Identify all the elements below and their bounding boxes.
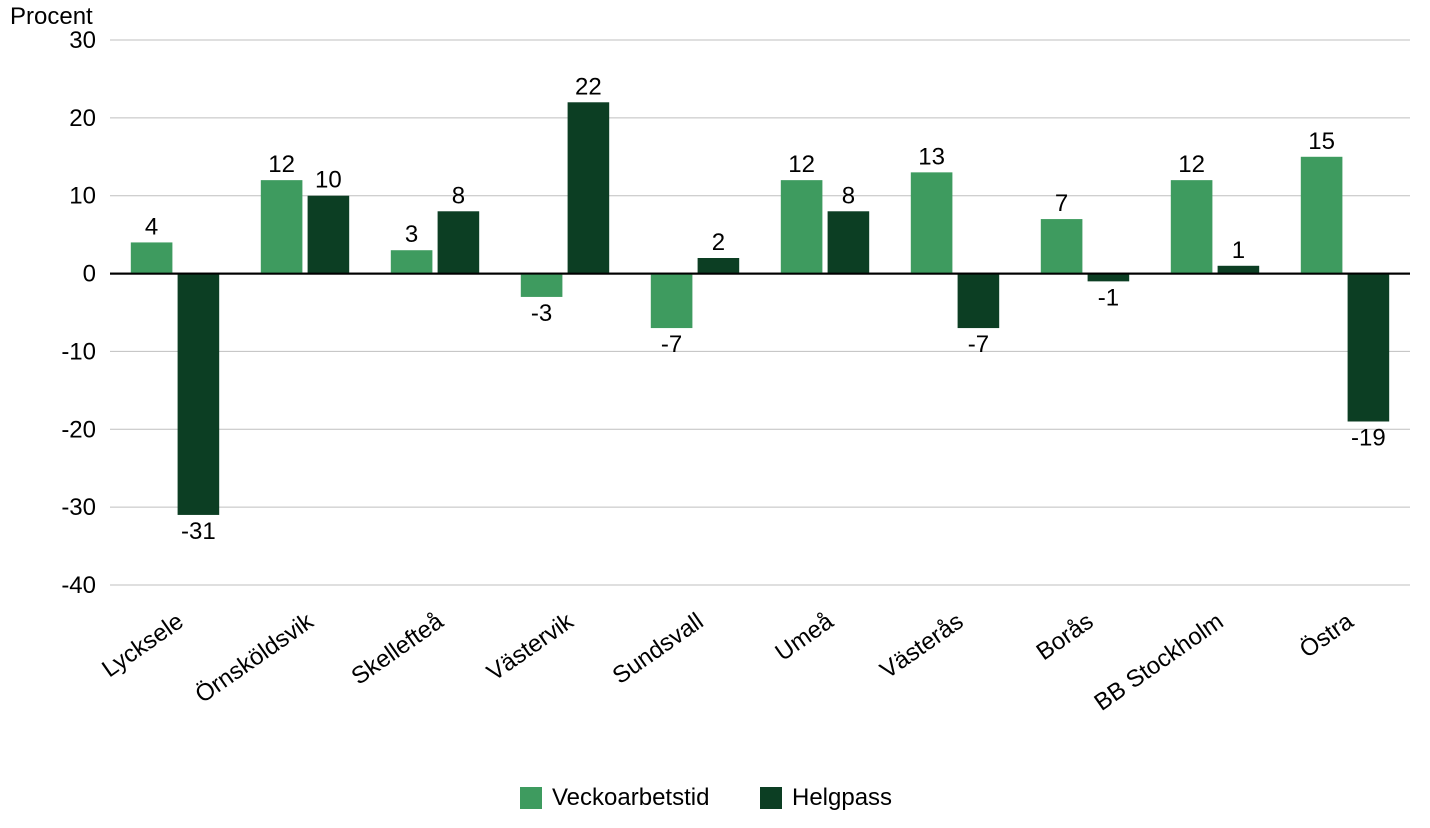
bar-value-label: 2 [712, 229, 725, 256]
bar [438, 211, 480, 273]
bar-chart: -40-30-20-100102030Procent4-31Lycksele12… [0, 0, 1430, 828]
bar [828, 211, 870, 273]
bar [178, 274, 220, 515]
bar [651, 274, 693, 329]
bar [521, 274, 563, 297]
bar [1218, 266, 1260, 274]
y-tick-label: -20 [61, 416, 96, 443]
bar [261, 180, 303, 273]
bar [781, 180, 823, 273]
chart-container: -40-30-20-100102030Procent4-31Lycksele12… [0, 0, 1430, 828]
y-tick-label: 30 [69, 27, 96, 54]
y-axis-title: Procent [10, 3, 93, 30]
legend-swatch [760, 787, 782, 809]
legend-label: Veckoarbetstid [552, 784, 709, 811]
bar-value-label: -19 [1351, 425, 1386, 452]
category-label: BB Stockholm [1089, 608, 1228, 717]
bar [958, 274, 1000, 329]
bar [1301, 157, 1343, 274]
bar-value-label: -3 [531, 300, 552, 327]
bar-value-label: -7 [968, 331, 989, 358]
legend-label: Helgpass [792, 784, 892, 811]
bar [1041, 219, 1083, 273]
bar-value-label: 7 [1055, 190, 1068, 217]
bar-value-label: 12 [268, 151, 295, 178]
bar-value-label: -7 [661, 331, 682, 358]
category-label: Umeå [771, 607, 839, 666]
bar [911, 172, 953, 273]
bar-value-label: 22 [575, 73, 602, 100]
bar [568, 102, 610, 273]
legend-swatch [520, 787, 542, 809]
category-label: Östra [1295, 607, 1359, 663]
category-label: Lycksele [97, 608, 188, 683]
bar-value-label: 1 [1232, 237, 1245, 264]
y-tick-label: -40 [61, 572, 96, 599]
category-label: Västerås [875, 608, 968, 684]
bar [698, 258, 740, 274]
bar-value-label: 8 [452, 182, 465, 209]
y-tick-label: 10 [69, 183, 96, 210]
bar-value-label: 12 [788, 151, 815, 178]
bar-value-label: -31 [181, 518, 216, 545]
bar [131, 242, 173, 273]
category-label: Borås [1032, 608, 1099, 666]
category-label: Skellefteå [347, 607, 449, 690]
bar [391, 250, 433, 273]
bar-value-label: -1 [1098, 284, 1119, 311]
bar-value-label: 10 [315, 167, 342, 194]
bar-value-label: 3 [405, 221, 418, 248]
y-tick-label: -10 [61, 338, 96, 365]
category-label: Västervik [482, 607, 579, 686]
bar [1348, 274, 1390, 422]
category-label: Örnsköldsvik [190, 607, 319, 708]
y-tick-label: 0 [83, 261, 96, 288]
bar-value-label: 4 [145, 213, 158, 240]
bar-value-label: 13 [918, 143, 945, 170]
bar-value-label: 12 [1178, 151, 1205, 178]
category-label: Sundsvall [608, 608, 709, 690]
y-tick-label: 20 [69, 105, 96, 132]
y-tick-label: -30 [61, 494, 96, 521]
bar-value-label: 8 [842, 182, 855, 209]
bar-value-label: 15 [1308, 128, 1335, 155]
bar [1171, 180, 1213, 273]
bar [308, 196, 350, 274]
bar [1088, 274, 1130, 282]
